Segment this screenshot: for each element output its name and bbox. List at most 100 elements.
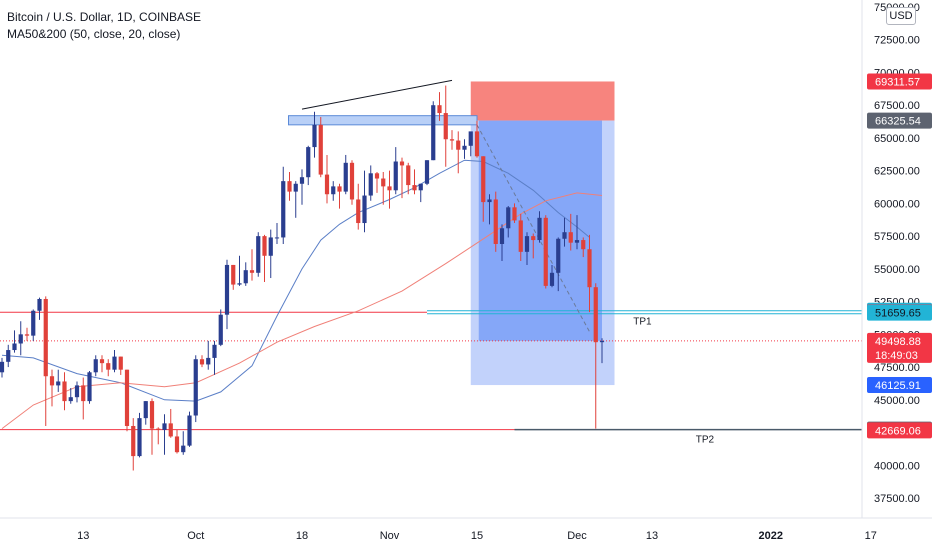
candle-body: [199, 359, 205, 365]
candle: [93, 355, 98, 377]
price-label: 49498.88 18:49:03: [867, 332, 932, 363]
candle-body: [581, 240, 586, 250]
candle: [512, 203, 517, 224]
candle: [481, 156, 486, 222]
candle-body: [124, 369, 130, 426]
candle: [74, 381, 80, 403]
candle: [324, 154, 330, 204]
candle-body: [262, 236, 267, 256]
candle-body: [0, 361, 5, 373]
candle-body: [393, 161, 398, 191]
candle-body: [374, 173, 380, 179]
candle-body: [506, 207, 511, 229]
candle: [587, 234, 592, 313]
candle-body: [81, 385, 86, 402]
price-tick-label: 45000.00: [874, 395, 920, 407]
candle-body: [343, 162, 348, 192]
candle-body: [424, 160, 430, 184]
candle: [487, 194, 492, 225]
candle: [281, 166, 286, 244]
candle: [193, 355, 198, 423]
candle-body: [443, 113, 448, 140]
price-label: 69311.57: [867, 73, 932, 90]
candle-body: [406, 165, 411, 186]
candle: [574, 215, 580, 250]
price-tick-label: 47500.00: [874, 362, 920, 374]
candle: [299, 169, 305, 205]
candle-body: [193, 359, 198, 416]
candle-body: [268, 237, 273, 256]
candle: [356, 183, 361, 230]
candle: [12, 330, 17, 353]
candle-body: [312, 124, 317, 148]
currency-badge[interactable]: USD: [886, 7, 916, 25]
candle: [199, 355, 205, 368]
candle-body: [281, 181, 286, 238]
candle-body: [462, 145, 467, 150]
candle-body: [574, 240, 580, 243]
candle-body: [99, 359, 105, 364]
candle: [31, 309, 36, 341]
candle-body: [537, 217, 542, 241]
candle: [131, 418, 136, 471]
candle-body: [24, 334, 30, 336]
moving-average-long-line: [1, 192, 603, 429]
candle-body: [168, 423, 173, 437]
candle: [562, 217, 567, 247]
tp1-label: TP1: [633, 317, 652, 328]
candle: [137, 412, 142, 458]
candle-body: [62, 381, 67, 402]
candle: [49, 369, 55, 407]
candle: [168, 408, 173, 438]
candle: [449, 130, 455, 150]
candle: [0, 357, 5, 378]
candle: [468, 131, 473, 157]
candle: [331, 181, 336, 201]
candle-body: [468, 131, 473, 146]
candle: [6, 344, 11, 368]
candle: [556, 237, 561, 292]
candle-body: [456, 140, 461, 150]
indicator-title: MA50&200 (50, close, 20, close): [7, 27, 181, 41]
candle: [306, 145, 311, 186]
price-label-bg: [867, 112, 932, 129]
candle-body: [437, 105, 442, 114]
candle: [593, 283, 598, 429]
candle-body: [399, 161, 405, 166]
candle: [343, 154, 348, 195]
time-tick-label: Dec: [567, 530, 587, 542]
price-label: 46125.91: [867, 377, 932, 394]
candle-body: [499, 228, 505, 244]
rising-trendline: [301, 79, 453, 110]
price-tick-label: 60000.00: [874, 198, 920, 210]
price-label-value: 69311.57: [875, 76, 920, 88]
candle: [581, 237, 586, 258]
candle: [437, 92, 442, 121]
candle-body: [131, 425, 136, 457]
candle-body: [593, 287, 598, 343]
candle: [43, 296, 48, 426]
time-tick-label: 13: [77, 530, 89, 542]
candle-body: [412, 185, 417, 191]
candle: [231, 264, 236, 290]
moving-average-short-line: [1, 159, 590, 402]
candle-body: [237, 283, 242, 285]
candle-body: [349, 162, 355, 200]
candle: [456, 131, 461, 174]
candle: [312, 111, 317, 158]
candle: [237, 255, 242, 286]
candle-body: [418, 183, 423, 191]
candle: [543, 215, 548, 289]
candle-body: [6, 350, 11, 362]
price-tick-label: 57500.00: [874, 231, 920, 243]
candle-body: [318, 124, 323, 175]
time-tick-label: 2022: [759, 530, 783, 542]
candle: [506, 206, 511, 238]
price-label-value: 42669.06: [875, 425, 921, 437]
candle-body: [481, 156, 486, 203]
candle: [256, 232, 261, 277]
candle-body: [37, 298, 42, 311]
candle: [318, 116, 323, 178]
candle: [124, 369, 130, 432]
